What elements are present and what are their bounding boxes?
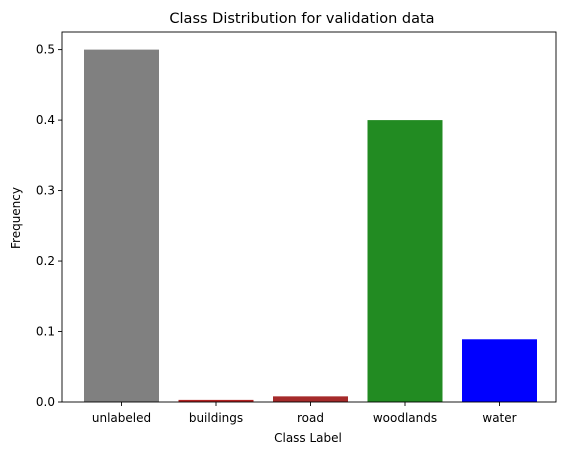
x-tick-label-water: water [482,411,516,425]
x-tick-label-unlabeled: unlabeled [92,411,151,425]
bar-water [462,339,537,402]
y-tick-label: 0.3 [36,184,55,198]
chart-title: Class Distribution for validation data [169,11,434,27]
y-tick-label: 0.2 [36,254,55,268]
x-axis-label: Class Label [274,431,342,445]
y-tick-label: 0.5 [36,43,55,57]
x-tick-label-buildings: buildings [189,411,243,425]
x-tick-label-road: road [297,411,324,425]
x-tick-label-woodlands: woodlands [373,411,437,425]
y-tick-label: 0.0 [36,395,55,409]
y-tick-label: 0.4 [36,113,55,127]
bar-woodlands [367,120,443,402]
bar-road [273,396,348,402]
bar-unlabeled [84,49,159,403]
y-axis-label: Frequency [9,187,23,249]
bar-buildings [178,399,254,402]
plot-area: 0.0 0.1 0.2 0.3 0.4 0.5 unlabeled buildings road… [36,31,557,425]
axes-frame [61,31,557,403]
y-tick-label: 0.1 [36,325,55,339]
